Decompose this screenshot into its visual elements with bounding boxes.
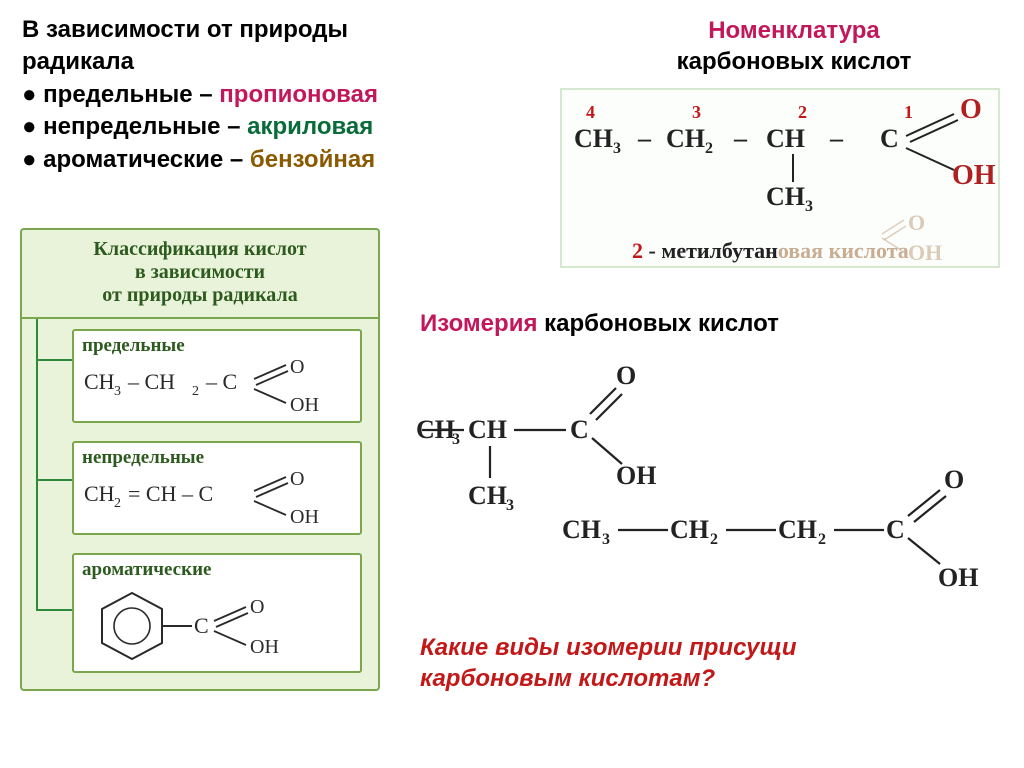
name-num: 2 — [632, 238, 643, 263]
svg-text:2: 2 — [192, 384, 199, 399]
bullet3-pre: ● ароматические – — [22, 146, 250, 173]
ghost-oh: OH — [908, 240, 942, 266]
class-panel-header: Классификация кислот в зависимости от пр… — [22, 230, 378, 319]
atom-o: O — [960, 94, 982, 126]
svg-text:3: 3 — [452, 431, 460, 448]
atom-ch: CH — [766, 124, 805, 154]
name-dash: - — [643, 238, 661, 263]
atom-ch2: CH2 — [666, 124, 713, 158]
svg-text:CH: CH — [562, 515, 601, 544]
atom-c: C — [880, 124, 899, 154]
svg-text:2: 2 — [710, 531, 718, 548]
svg-text:3: 3 — [602, 531, 610, 548]
svg-text:CH: CH — [84, 369, 115, 394]
nomen-rest: карбоновых кислот — [677, 48, 912, 75]
compound-name: 2 - метилбутановая кислота — [632, 238, 909, 264]
row2-formula: CH 2 = CH – C O OH — [82, 471, 342, 527]
carbon-num-2: 2 — [798, 102, 807, 123]
svg-text:O: O — [944, 465, 964, 494]
name-suffix: овая кислота — [778, 238, 909, 263]
question-l2: карбоновым кислотам? — [420, 665, 715, 692]
svg-text:CH: CH — [84, 481, 115, 506]
name-stem: метилбутан — [661, 238, 778, 263]
row3-label: ароматические — [82, 559, 352, 581]
atom-ch3-branch: CH3 — [766, 182, 813, 216]
vertical-bond — [790, 154, 796, 184]
row2-label: непредельные — [82, 447, 352, 469]
atom-ch3-1: CH3 — [574, 124, 621, 158]
atom-oh: OH — [952, 160, 996, 192]
connector-1 — [36, 359, 72, 361]
isomerism-title: Изомерия карбоновых кислот — [420, 310, 779, 338]
connector-3 — [36, 609, 72, 611]
connector-2 — [36, 479, 72, 481]
svg-text:CH: CH — [468, 415, 507, 444]
bullet1-hl: пропионовая — [219, 81, 378, 108]
bond-1: – — [638, 124, 651, 154]
heading-line1: В зависимости от природы — [22, 14, 378, 46]
nomenclature-title: Номенклатура карбоновых кислот — [614, 16, 974, 77]
svg-text:O: O — [250, 596, 264, 618]
bullet1-pre: ● предельные – — [22, 81, 219, 108]
svg-text:OH: OH — [938, 563, 978, 592]
class-row-unsaturated: непредельные CH 2 = CH – C O OH — [72, 441, 362, 535]
tree-stem — [36, 319, 38, 609]
isomer-rest: карбоновых кислот — [537, 310, 778, 337]
question-l1: Какие виды изомерии присущи — [420, 634, 797, 661]
svg-text:C: C — [886, 515, 905, 544]
row3-formula: C O OH — [82, 583, 342, 675]
svg-text:– C: – C — [205, 369, 237, 394]
carbon-num-3: 3 — [692, 102, 701, 123]
heading-line2: радикала — [22, 46, 378, 78]
svg-text:O: O — [290, 359, 304, 378]
svg-text:– CH: – CH — [127, 369, 175, 394]
svg-text:O: O — [616, 361, 636, 390]
svg-text:2: 2 — [818, 531, 826, 548]
bullet2-pre: ● непредельные – — [22, 113, 247, 140]
svg-text:C: C — [194, 613, 209, 638]
svg-text:OH: OH — [290, 506, 319, 527]
structure-box: 4 3 2 1 CH3 – CH2 – CH – C O OH CH3 O OH — [560, 88, 1000, 268]
ghost-o: O — [908, 210, 925, 236]
class-h2: в зависимости — [135, 261, 265, 283]
class-h3: от природы радикала — [102, 284, 297, 306]
svg-text:2: 2 — [114, 496, 121, 511]
nomen-hl: Номенклатура — [708, 17, 880, 44]
bullet-aromatic: ● ароматические – бензойная — [22, 144, 378, 176]
bullet3-hl: бензойная — [250, 146, 375, 173]
row1-label: предельные — [82, 335, 352, 357]
class-row-aromatic: ароматические C O OH — [72, 553, 362, 673]
bullet-unsaturated: ● непредельные – акриловая — [22, 111, 378, 143]
svg-text:CH: CH — [778, 515, 817, 544]
svg-text:CH: CH — [670, 515, 709, 544]
carbon-num-4: 4 — [586, 102, 595, 123]
isomer-hl: Изомерия — [420, 310, 537, 337]
class-h1: Классификация кислот — [93, 238, 306, 260]
class-row-saturated: предельные CH 3 – CH 2 – C O OH — [72, 329, 362, 423]
classification-panel: Классификация кислот в зависимости от пр… — [20, 228, 380, 691]
svg-text:O: O — [290, 471, 304, 490]
heading-block: В зависимости от природы радикала ● пред… — [22, 14, 378, 176]
bullet-saturated: ● предельные – пропионовая — [22, 79, 378, 111]
svg-text:OH: OH — [250, 636, 279, 658]
isomer-molecule-2: CH 3 CH 2 CH 2 C O OH — [560, 446, 1000, 616]
bond-2: – — [734, 124, 747, 154]
row1-formula: CH 3 – CH 2 – C O OH — [82, 359, 342, 415]
svg-text:3: 3 — [114, 384, 121, 399]
svg-text:C: C — [570, 415, 589, 444]
svg-text:CH: CH — [468, 481, 507, 510]
svg-text:OH: OH — [290, 394, 319, 415]
class-items: предельные CH 3 – CH 2 – C O OH непредел… — [22, 319, 378, 689]
bond-3: – — [830, 124, 843, 154]
svg-text:3: 3 — [506, 497, 514, 514]
bullet2-hl: акриловая — [247, 113, 373, 140]
svg-text:= CH – C: = CH – C — [128, 481, 213, 506]
svg-text:CH: CH — [416, 415, 455, 444]
question-text: Какие виды изомерии присущи карбоновым к… — [420, 632, 797, 694]
